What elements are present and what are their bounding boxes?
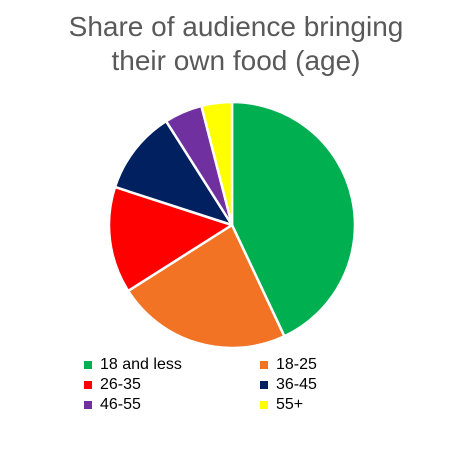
legend-swatch xyxy=(260,381,268,389)
legend-item-18-and-less: 18 and less xyxy=(84,355,260,375)
legend-swatch xyxy=(84,381,92,389)
legend-label: 18 and less xyxy=(100,356,182,373)
legend-label: 36-45 xyxy=(276,376,317,393)
pie-slice-55-plus xyxy=(200,100,234,227)
legend: 18 and less 18-25 26-35 36-45 46-55 55+ xyxy=(84,355,404,415)
legend-swatch xyxy=(84,361,92,369)
legend-item-46-55: 46-55 xyxy=(84,395,260,415)
legend-swatch xyxy=(84,401,92,409)
pie-slice-26-35 xyxy=(107,185,234,293)
legend-label: 18-25 xyxy=(276,356,317,373)
legend-item-18-25: 18-25 xyxy=(260,355,404,375)
legend-swatch xyxy=(260,401,268,409)
legend-item-36-45: 36-45 xyxy=(260,375,404,395)
legend-label: 26-35 xyxy=(100,376,141,393)
legend-label: 55+ xyxy=(276,396,304,413)
pie-slice-18-and-less xyxy=(230,100,357,338)
legend-item-26-35: 26-35 xyxy=(84,375,260,395)
chart-title: Share of audience bringing their own foo… xyxy=(0,10,472,78)
chart-title-line-1: Share of audience bringing xyxy=(68,11,404,42)
legend-swatch xyxy=(260,361,268,369)
legend-item-55-plus: 55+ xyxy=(260,395,404,415)
pie-slice-18-25 xyxy=(126,223,286,350)
pie-slices xyxy=(107,100,357,350)
pie-slice-36-45 xyxy=(113,119,234,227)
legend-label: 46-55 xyxy=(100,396,141,413)
chart-title-line-2: their own food (age) xyxy=(111,45,361,76)
